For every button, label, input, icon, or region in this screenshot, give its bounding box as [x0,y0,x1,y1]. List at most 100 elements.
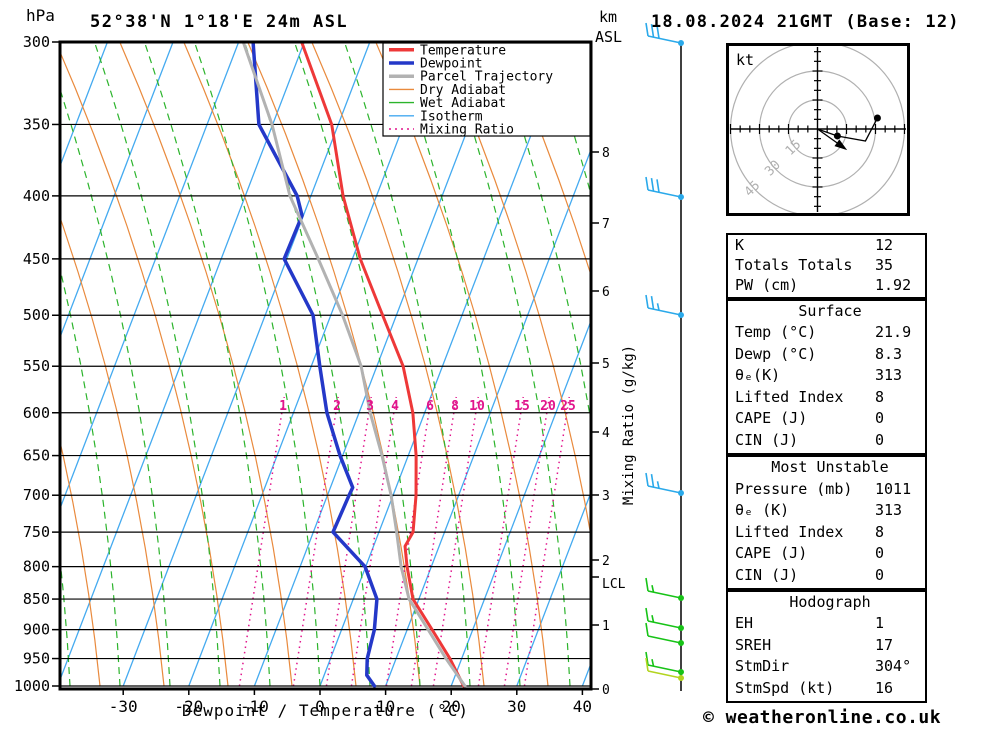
table-row: CIN (J) 0 [728,565,925,587]
mixing-ratio-label: 1 [279,399,287,414]
pressure-tick-label: 800 [23,558,50,576]
dry-adiabat-line [60,215,165,687]
row-label: CIN (J) [735,565,799,584]
dewpoint-curve [251,42,379,688]
wind-barb [645,294,684,318]
mixing-ratio-label: 4 [391,399,399,414]
table-row: Pressure (mb) 1011 [728,479,925,501]
x-axis-title: Dewpoint / Temperature (°C) [181,701,470,720]
hodograph-point [833,132,841,140]
table-row: Temp (°C) 21.9 [728,322,925,343]
row-value: 0 [875,565,885,584]
wet-adiabat-line [60,266,121,687]
table-section-title: Surface [798,302,862,320]
legend-box [382,42,591,137]
km-tick-label: 8 [602,146,610,161]
row-value: 8.3 [875,344,903,363]
row-value: 21.9 [875,323,912,342]
km-tick-label: 1 [602,619,610,634]
isotherm-line [450,319,591,687]
km-tick-label: 2 [602,554,610,569]
row-label: EH [735,614,754,633]
row-label: K [735,236,745,254]
pressure-tick-label: 650 [23,447,50,465]
isotherm-line [319,42,568,687]
row-label: StmDir [735,657,790,676]
pressure-tick-label: 700 [23,486,50,504]
pressure-axis-unit-label: hPa [26,6,55,25]
pressure-tick-label: 1000 [14,677,50,695]
table-box-most-unstable: Most Unstable Pressure (mb) 1011 θₑ (K) 313 L… [726,455,927,590]
x-tick-label: 30 [507,697,526,716]
km-tick-label: 4 [602,426,610,441]
km-tick-label: 7 [602,217,610,232]
row-value: 12 [875,236,894,254]
pressure-tick-label: 950 [23,650,50,668]
table-row: Dewp (°C) 8.3 [728,344,925,365]
table-box-indices: K 12 Totals Totals 35 PW (cm) 1.92 [726,233,927,299]
table-row: Lifted Index 8 [728,522,925,544]
run-date-label: 18.08.2024 21GMT (Base: 12) [651,12,960,32]
table-row: Totals Totals 35 [728,255,925,275]
table-row: EH 1 [728,613,925,634]
row-value: 313 [875,501,903,519]
dry-adiabat-line [375,42,549,687]
table-box-surface: Surface Temp (°C) 21.9 Dewp (°C) 8.3 θₑ(K) 313… [726,299,927,455]
mixing-ratio-axis-title: Mixing Ratio (g/kg) [621,344,637,506]
row-label: Lifted Index [735,387,844,406]
wet-adiabat-line [143,42,271,687]
row-label: Temp (°C) [735,323,817,342]
dry-adiabat-line [439,42,591,540]
row-value: 0 [875,544,885,562]
temperature-curve [300,42,466,688]
row-value: 17 [875,635,894,654]
pressure-tick-label: 600 [23,404,50,422]
row-value: 8 [875,387,885,406]
isotherm-line [384,147,591,687]
storm-motion-arrowhead [834,139,848,151]
wind-barb [645,651,684,675]
hodograph-trace [817,117,879,142]
dry-adiabat-line [119,42,293,687]
dry-adiabat-line [183,42,357,687]
isotherm-line [60,42,109,168]
legend-item-label: Mixing Ratio [420,123,514,138]
table-row: K 12 [728,235,925,255]
pressure-tick-label: 500 [23,306,50,324]
row-label: CAPE (J) [735,409,808,428]
x-tick-label: 0 [315,697,325,716]
row-label: StmSpd (kt) [735,678,835,697]
row-value: 304° [875,657,912,676]
mixing-ratio-label: 25 [560,399,576,414]
x-tick-label: -30 [109,697,138,716]
km-tick-label: 5 [602,357,610,372]
x-tick-label: -10 [240,697,269,716]
wind-barb [645,577,684,601]
legend-item-label: Dewpoint [420,57,483,72]
row-value: 1 [875,614,885,633]
row-label: CIN (J) [735,430,799,449]
mixing-ratio-label: 3 [366,399,374,414]
pressure-tick-label: 750 [23,523,50,541]
table-row: StmDir 304° [728,656,925,677]
wet-adiabat-line [293,42,421,687]
row-value: 35 [875,256,894,274]
pressure-tick-label: 450 [23,250,50,268]
lcl-label: LCL [602,577,626,592]
km-axis-label: km [599,8,618,26]
table-row: θₑ (K) 313 [728,500,925,522]
legend-item-label: Parcel Trajectory [420,70,553,85]
isotherm-line [60,42,240,511]
mixing-ratio-label: 10 [469,399,485,414]
wet-adiabat-line [393,42,521,687]
row-value: 8 [875,522,885,541]
x-tick-label: -20 [174,697,203,716]
legend-item-label: Dry Adiabat [420,83,506,98]
sounding-curves [241,42,467,688]
pressure-tick-label: 350 [23,115,50,133]
pressure-tick-label: 900 [23,621,50,639]
isotherm-line [60,42,174,339]
row-label: θₑ(K) [735,366,781,385]
